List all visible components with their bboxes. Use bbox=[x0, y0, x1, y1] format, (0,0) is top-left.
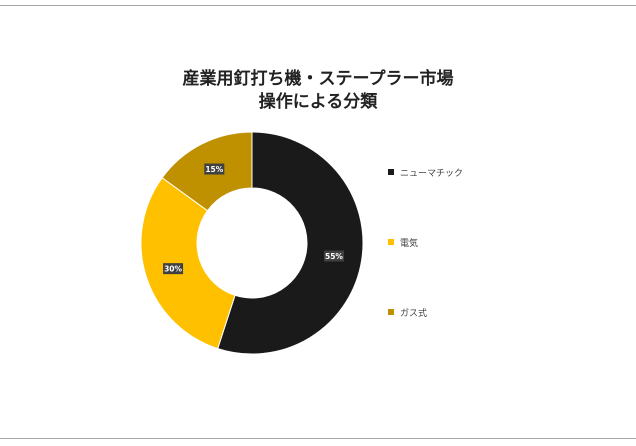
legend-label-1: ニューマチック bbox=[400, 168, 464, 179]
donut-slice-1 bbox=[217, 131, 364, 355]
data-label-text-3: 15% bbox=[205, 165, 223, 174]
legend-swatch-1 bbox=[388, 169, 394, 175]
legend-label-2: 電気 bbox=[400, 238, 419, 249]
chart-title: 産業用釘打ち機・ステープラー市場 操作による分類 bbox=[0, 68, 636, 114]
data-label-text-2: 30% bbox=[164, 265, 182, 274]
data-label-1: 55% bbox=[323, 250, 344, 262]
data-label-2: 30% bbox=[163, 263, 184, 275]
data-label-box-2 bbox=[163, 263, 184, 275]
chart-title-line-1: 産業用釘打ち機・ステープラー市場 bbox=[182, 69, 454, 89]
legend-item-1: ニューマチック bbox=[388, 165, 463, 179]
chart-title-line-2: 操作による分類 bbox=[258, 92, 378, 112]
top-divider bbox=[0, 5, 636, 6]
legend-item-2: 電気 bbox=[388, 235, 418, 249]
legend-item-3: ガス式 bbox=[388, 305, 427, 319]
data-label-text-1: 55% bbox=[325, 252, 343, 261]
legend-swatch-2 bbox=[388, 239, 394, 245]
data-label-box-3 bbox=[204, 163, 225, 175]
data-label-box-1 bbox=[323, 250, 344, 262]
legend-label-3: ガス式 bbox=[400, 308, 428, 319]
data-label-3: 15% bbox=[204, 163, 225, 175]
bottom-divider bbox=[0, 438, 636, 439]
legend-swatch-3 bbox=[388, 309, 394, 315]
donut-slice-2 bbox=[140, 177, 236, 350]
